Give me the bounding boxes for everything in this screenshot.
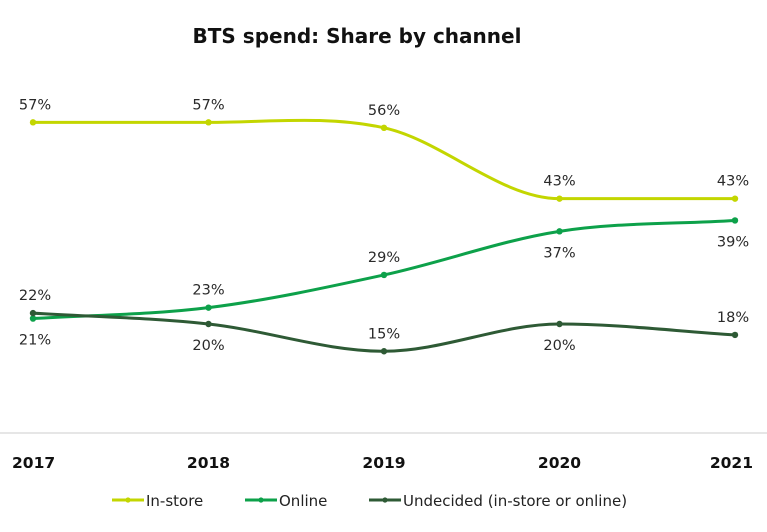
x-axis-ticks: 2017 2018 2019 2020 2021 <box>12 454 753 472</box>
data-label: 22% <box>19 288 51 304</box>
legend-item-in-store: In-store <box>112 492 203 510</box>
x-tick-label: 2021 <box>710 454 753 472</box>
data-label: 56% <box>368 103 400 119</box>
data-point <box>556 228 563 235</box>
legend-item-undecided-in-store-or-online: Undecided (in-store or online) <box>369 492 627 510</box>
data-label: 20% <box>543 338 575 354</box>
x-tick-label: 2018 <box>187 454 230 472</box>
data-labels: 57% 57% 56% 43% 43% 21% 23% 29% 37% 39% 22% 20% 15% 2… <box>19 97 749 354</box>
data-point <box>556 320 563 328</box>
data-label: 57% <box>19 97 51 113</box>
data-point <box>556 195 563 202</box>
data-point <box>380 271 388 279</box>
data-label: 39% <box>717 234 749 250</box>
legend-marker <box>258 497 264 503</box>
series-layer <box>29 118 739 355</box>
chart-title: BTS spend: Share by channel <box>193 24 522 48</box>
data-point <box>380 124 388 131</box>
data-label: 43% <box>543 174 575 190</box>
data-label: 57% <box>192 97 224 113</box>
data-label: 15% <box>368 326 400 342</box>
x-tick-label: 2020 <box>538 454 581 472</box>
x-tick-label: 2017 <box>12 454 55 472</box>
legend-marker <box>382 497 388 503</box>
data-point <box>29 309 37 317</box>
series-in-store <box>29 118 739 202</box>
data-label: 18% <box>717 310 749 326</box>
data-point <box>205 320 212 328</box>
series-line-online <box>31 218 737 321</box>
data-label: 23% <box>192 283 224 299</box>
legend: In-store Online Undecided (in-store or onl… <box>112 492 627 510</box>
legend-label: Undecided (in-store or online) <box>403 492 627 510</box>
legend-marker <box>125 497 131 503</box>
data-point <box>205 119 212 126</box>
data-label: 20% <box>192 338 224 354</box>
data-point <box>380 348 388 355</box>
data-label: 21% <box>19 333 51 349</box>
data-point <box>29 119 37 126</box>
data-point <box>731 195 739 202</box>
series-line-in-store <box>31 118 737 201</box>
legend-item-online: Online <box>245 492 327 510</box>
data-label: 37% <box>543 245 575 261</box>
data-point <box>731 331 739 339</box>
series-undecided-in-store-or-online <box>29 309 739 355</box>
data-point <box>205 304 212 311</box>
legend-label: Online <box>279 492 327 510</box>
data-label: 43% <box>717 174 749 190</box>
x-tick-label: 2019 <box>362 454 405 472</box>
series-online <box>29 217 739 322</box>
data-label: 29% <box>368 250 400 266</box>
data-point <box>29 315 37 322</box>
data-point <box>731 217 739 224</box>
legend-label: In-store <box>146 492 203 510</box>
